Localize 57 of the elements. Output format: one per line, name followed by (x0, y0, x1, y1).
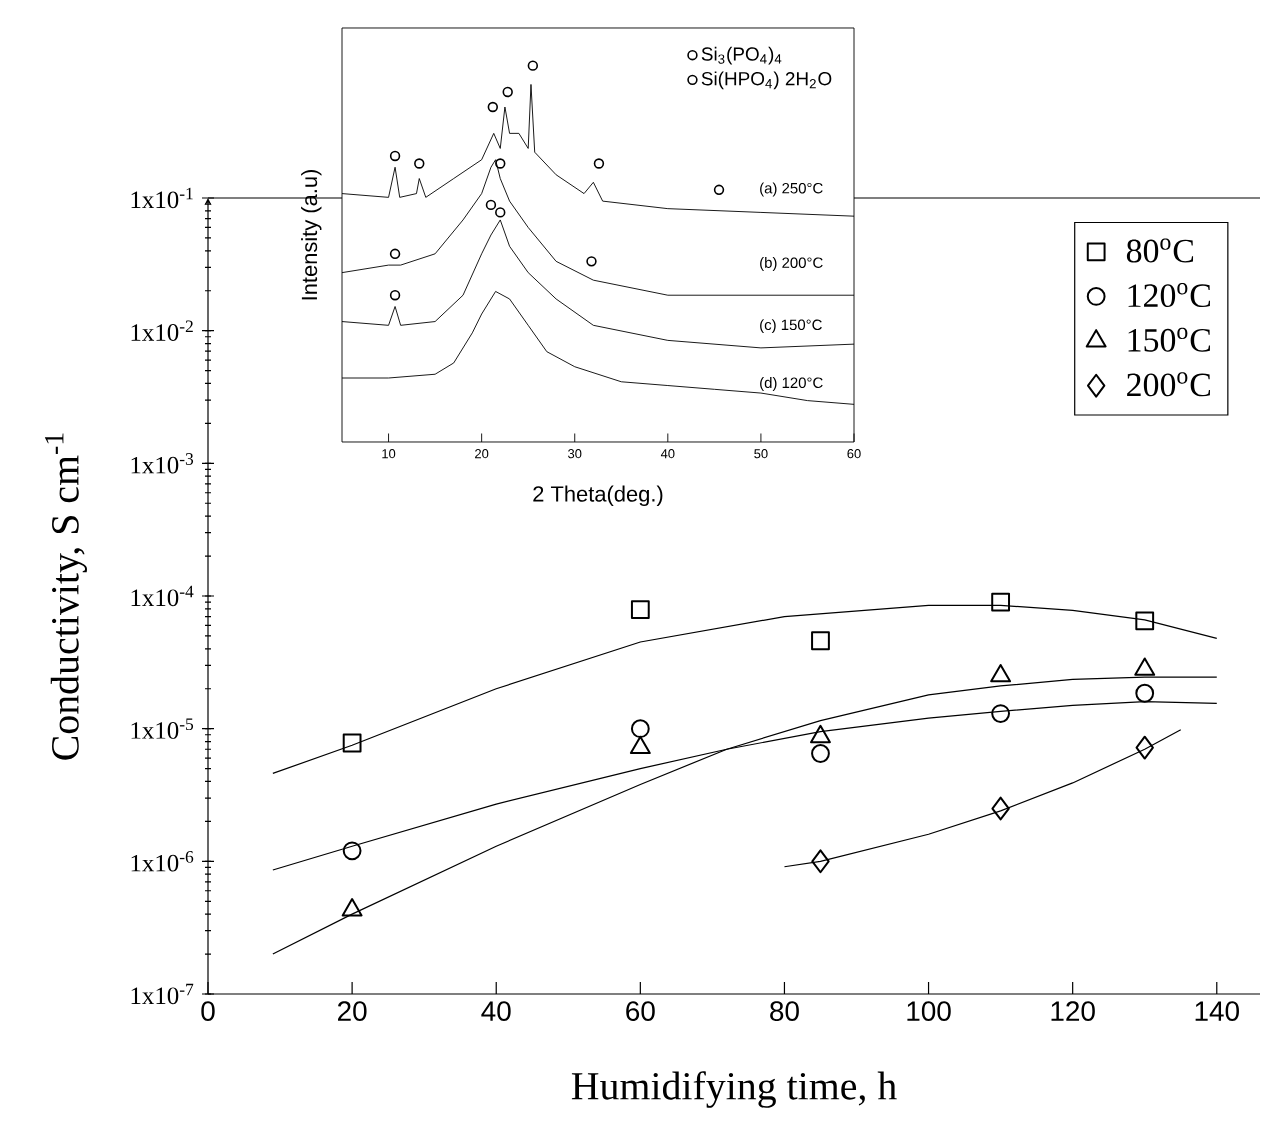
x-axis-title: 2 Theta(deg.) (533, 485, 663, 507)
legend-label: Si(HPO$_{4}$) 2H$_{2}$O (701, 71, 832, 90)
point (630, 600, 650, 619)
x-tick-label: 120 (1051, 1001, 1095, 1022)
y-tick-label: 1x10$^{-5}$ (131, 718, 194, 739)
legend-label: 80$^{o}$C (1126, 238, 1194, 263)
point (487, 101, 499, 113)
point (630, 719, 650, 739)
point (991, 796, 1010, 821)
x-tick-label: 0 (201, 1001, 215, 1022)
x-axis-title: Humidifying time, h (571, 1071, 897, 1108)
point (495, 158, 506, 169)
point (342, 841, 362, 861)
point (713, 184, 725, 196)
x-tick-label: 60 (626, 1001, 655, 1022)
point (586, 256, 597, 267)
legend-label: 120$^{o}$C (1128, 283, 1210, 308)
x-tick-label: 40 (481, 1001, 511, 1022)
point (389, 248, 401, 260)
point (811, 849, 830, 874)
point (811, 744, 830, 763)
x-tick-label: 80 (770, 1001, 799, 1022)
legend-label: 200$^{o}$C (1127, 372, 1210, 397)
y-tick-label: 1x10$^{-6}$ (131, 851, 194, 872)
y-axis-title: Intensity (a.u) (301, 169, 322, 300)
point (342, 733, 362, 753)
legend-label: Si$_{3}$(PO$_{4}$)$_{4}$ (701, 46, 782, 65)
point (1134, 657, 1156, 676)
y-tick-label: 1x10$^{-4}$ (131, 585, 194, 607)
x-tick-label: 140 (1195, 1001, 1239, 1022)
y-tick-label: 1x10$^{-2}$ (131, 320, 193, 341)
point (629, 735, 651, 755)
line-series (783, 729, 1182, 868)
point (389, 290, 401, 301)
point (991, 592, 1011, 612)
x-tick-label: 100 (907, 1001, 951, 1022)
y-tick-label: 1x10$^{-3}$ (131, 453, 194, 474)
point (810, 724, 831, 744)
point (1135, 611, 1155, 631)
y-tick-label: 1x10$^{-1}$ (131, 187, 193, 209)
point (811, 631, 830, 651)
point (341, 898, 363, 917)
y-axis-title: Conductivity, S cm$^{-1}$ (44, 433, 87, 760)
x-tick-label: 20 (338, 1001, 367, 1022)
point (1135, 683, 1155, 703)
point (414, 158, 425, 169)
point (990, 663, 1012, 683)
point (991, 704, 1011, 723)
point (1135, 735, 1154, 760)
point (389, 150, 401, 162)
y-tick-label: 1x10$^{-7}$ (131, 983, 194, 1005)
legend-label: 150$^{o}$C (1128, 327, 1210, 352)
point (485, 199, 497, 211)
point (495, 207, 506, 218)
point (527, 60, 539, 71)
point (502, 86, 513, 98)
point (593, 158, 605, 169)
